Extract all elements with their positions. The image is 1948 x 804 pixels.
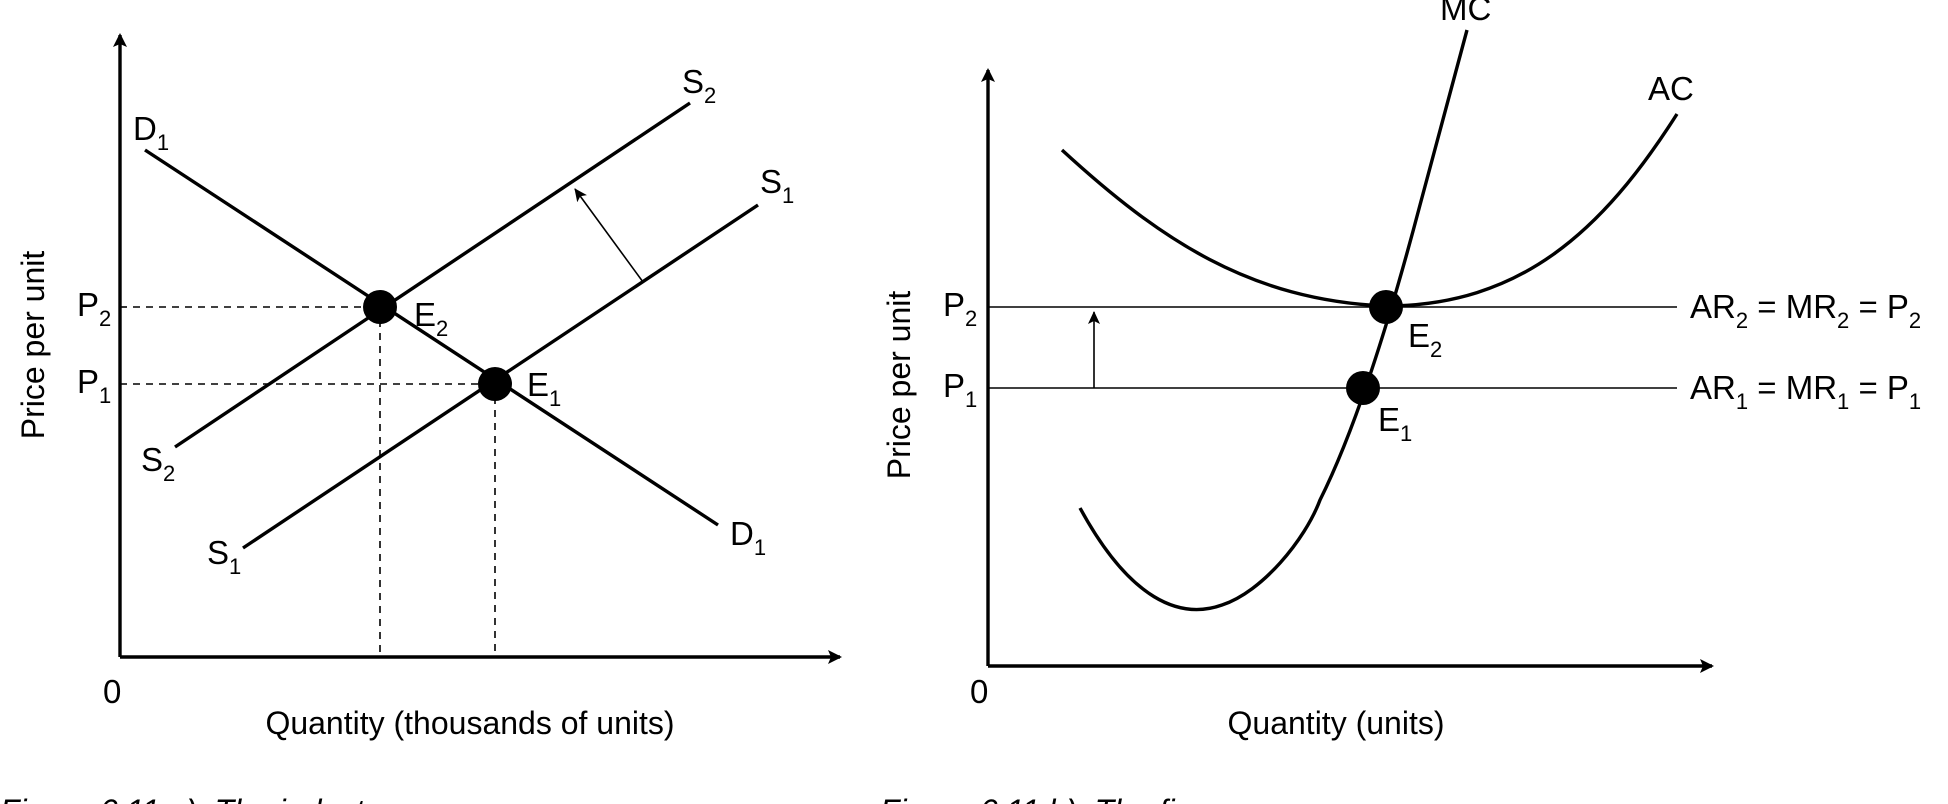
panel-b-x-axis-title: Quantity (units) bbox=[1228, 705, 1445, 741]
panel-a-p2-label: P2 bbox=[77, 286, 111, 331]
panel-a-s1-top-label: S1 bbox=[760, 163, 794, 208]
panel-a-y-axis-title: Price per unit bbox=[15, 251, 51, 440]
panel-b-marginal-cost-curve bbox=[1078, 29, 1469, 612]
panel-b-y-axis-title: Price per unit bbox=[881, 291, 917, 480]
panel-a-equilibrium-e2-dot bbox=[363, 290, 397, 324]
panel-b-firm: 0 P2 P1 MC AC AR2 = MR2 = P2 AR1 = MR1 =… bbox=[880, 0, 1921, 804]
panel-a-equilibrium-e1-dot bbox=[478, 367, 512, 401]
panel-a-x-axis-title: Quantity (thousands of units) bbox=[265, 705, 674, 741]
panel-b-ac-label: AC bbox=[1648, 70, 1694, 107]
panel-a-e2-label: E2 bbox=[414, 296, 448, 341]
panel-a-s1-bottom-label: S1 bbox=[207, 534, 241, 579]
panel-a-demand-curve-d1 bbox=[144, 148, 719, 527]
panel-b-ar2-label: AR2 = MR2 = P2 bbox=[1690, 288, 1921, 333]
panel-a-d1-bottom-label: D1 bbox=[730, 515, 766, 560]
panel-b-average-cost-curve bbox=[1060, 113, 1679, 308]
panel-b-mc-label: MC bbox=[1440, 0, 1491, 27]
panel-b-e1-label: E1 bbox=[1378, 401, 1412, 446]
panel-a-supply-curve-s2 bbox=[174, 101, 691, 449]
panel-a-e1-label: E1 bbox=[527, 366, 561, 411]
panel-a-caption: Figure 6.11 a): The industry bbox=[0, 793, 393, 804]
panel-b-p1-label: P1 bbox=[943, 367, 977, 412]
panel-a-p1-label: P1 bbox=[77, 363, 111, 408]
panel-b-origin-label: 0 bbox=[970, 673, 988, 710]
panel-b-equilibrium-e1-dot bbox=[1346, 371, 1380, 405]
panel-a-supply-shift-arrow bbox=[574, 188, 644, 283]
panel-a-industry: 0 P2 P1 D1 D1 S2 S2 S1 S1 E2 bbox=[0, 33, 842, 804]
panel-a-d1-top-label: D1 bbox=[133, 110, 169, 155]
panel-a-s2-top-label: S2 bbox=[682, 63, 716, 108]
panel-b-e2-label: E2 bbox=[1408, 317, 1442, 362]
panel-b-equilibrium-e2-dot bbox=[1369, 290, 1403, 324]
panel-b-ar1-label: AR1 = MR1 = P1 bbox=[1690, 369, 1921, 414]
panel-b-caption: Figure 6.11 b): The firm bbox=[880, 793, 1212, 804]
panel-a-s2-bottom-label: S2 bbox=[141, 441, 175, 486]
panel-b-p2-label: P2 bbox=[943, 286, 977, 331]
panel-a-origin-label: 0 bbox=[103, 673, 121, 710]
